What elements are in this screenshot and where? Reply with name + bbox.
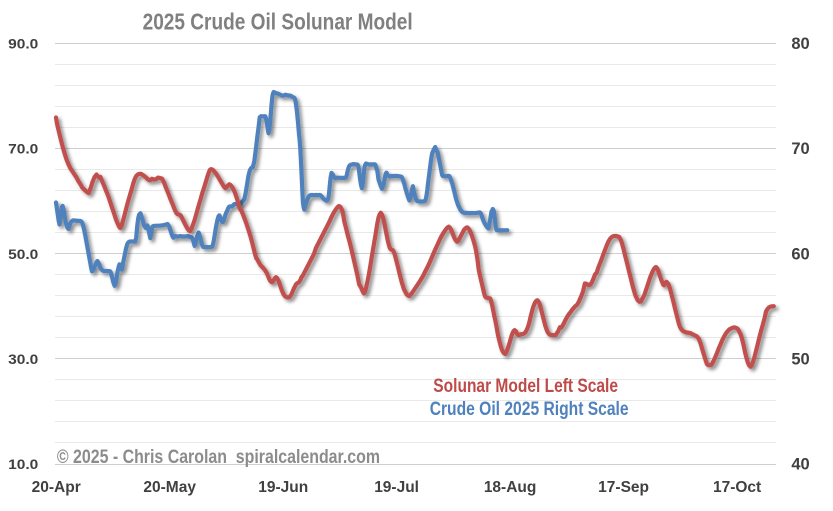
svg-text:20-May: 20-May — [143, 479, 196, 496]
svg-text:19-Jul: 19-Jul — [374, 479, 419, 496]
svg-text:40: 40 — [791, 456, 809, 474]
svg-text:30.0: 30.0 — [8, 351, 38, 367]
svg-text:Solunar Model Left Scale: Solunar Model Left Scale — [433, 376, 618, 397]
svg-text:Crude Oil 2025 Right Scale: Crude Oil 2025 Right Scale — [430, 399, 629, 420]
svg-text:50.0: 50.0 — [8, 246, 38, 262]
svg-text:70.0: 70.0 — [8, 141, 38, 157]
svg-text:© 2025 - Chris Carolan spiral: © 2025 - Chris Carolan spiralcalendar.co… — [57, 447, 380, 468]
svg-text:10.0: 10.0 — [8, 456, 38, 472]
svg-text:17-Oct: 17-Oct — [713, 479, 761, 496]
svg-text:70: 70 — [791, 140, 809, 158]
svg-text:60: 60 — [791, 245, 809, 263]
svg-text:17-Sep: 17-Sep — [598, 479, 649, 496]
svg-text:50: 50 — [791, 351, 809, 369]
svg-text:80: 80 — [791, 35, 809, 53]
svg-text:90.0: 90.0 — [8, 36, 38, 52]
svg-text:18-Aug: 18-Aug — [484, 479, 537, 496]
svg-text:2025 Crude Oil Solunar Model: 2025 Crude Oil Solunar Model — [143, 9, 413, 35]
svg-text:20-Apr: 20-Apr — [32, 479, 81, 496]
svg-text:19-Jun: 19-Jun — [258, 479, 308, 496]
